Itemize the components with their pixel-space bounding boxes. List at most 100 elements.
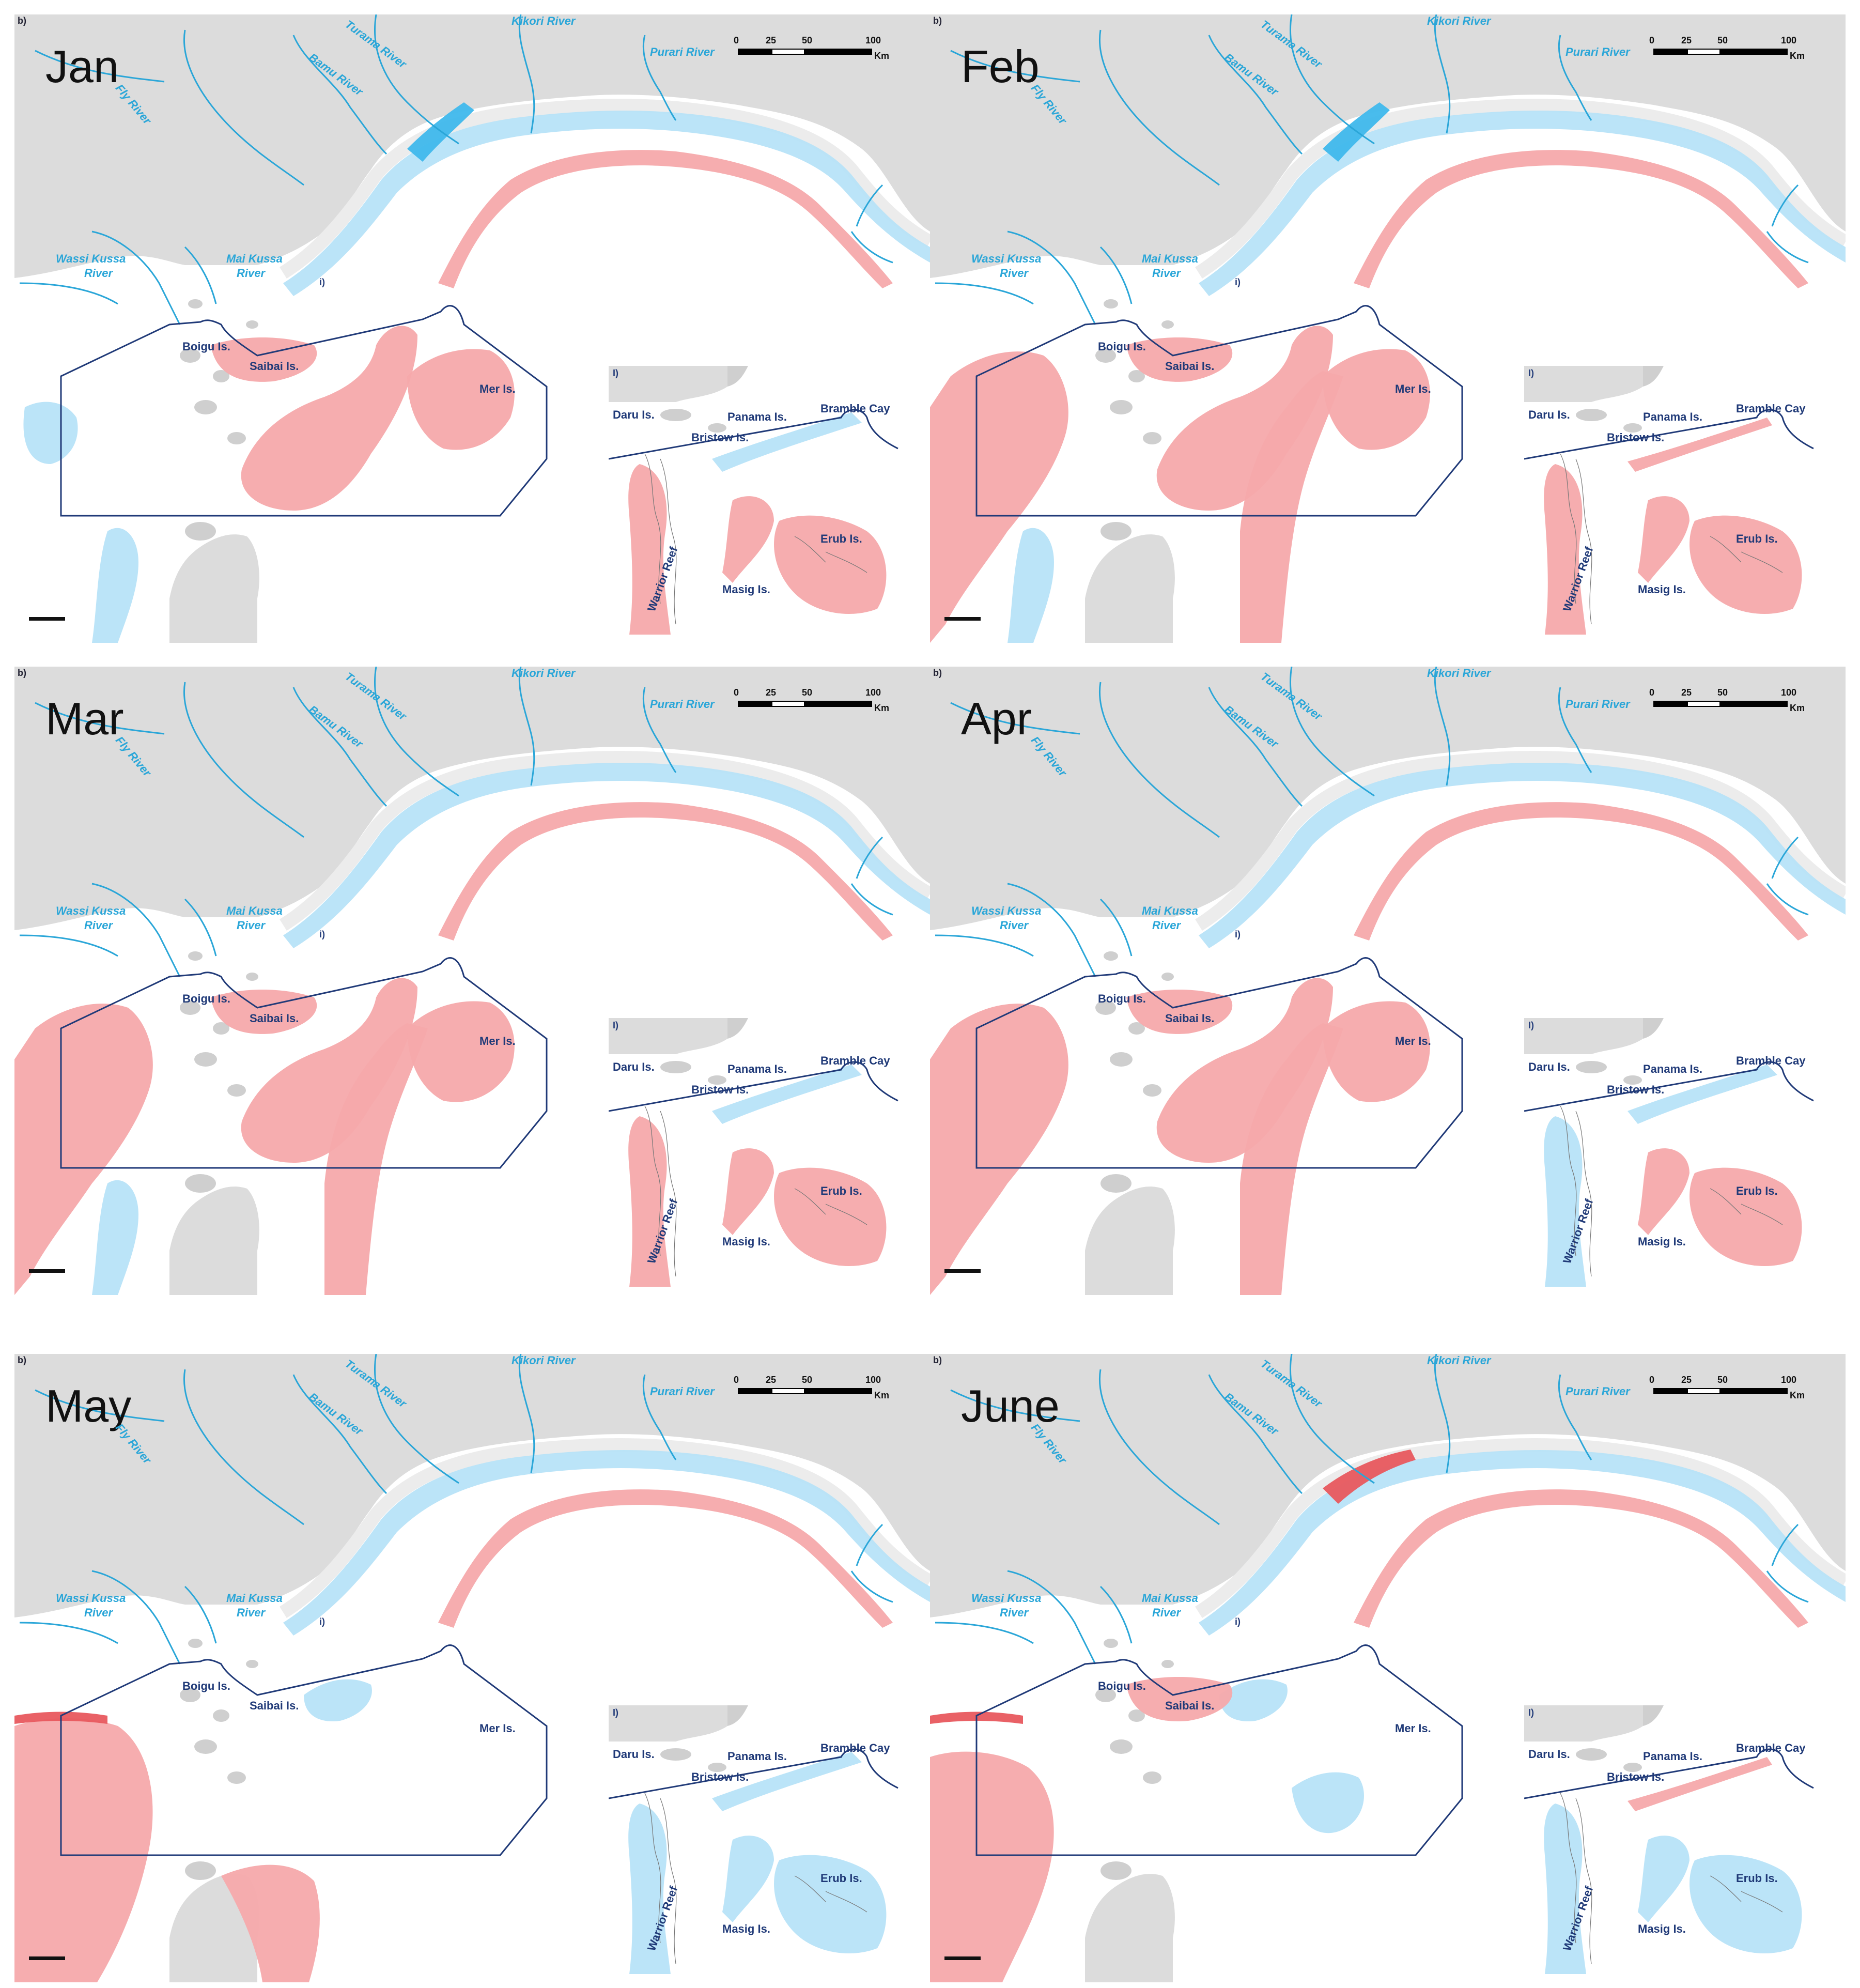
inset-label-masig: Masig Is.	[722, 583, 770, 596]
inset-label-erub: Erub Is.	[820, 1184, 862, 1197]
cape-york	[169, 534, 259, 643]
inset-map: I) Daru Is. Panama Is. Bramble Cay Brist…	[609, 1705, 903, 1974]
islands-group	[180, 951, 258, 1193]
anomaly-coastNeg	[1199, 110, 1846, 296]
river-label-mai-1: Mai Kussa	[1142, 252, 1198, 265]
inset-label-bristow: Bristow Is.	[1607, 431, 1665, 444]
island-label-mer: Mer Is.	[1395, 382, 1431, 395]
scale-tick-50: 50	[802, 687, 813, 698]
inset-boundary	[1524, 409, 1814, 460]
island-label-saibai: Saibai Is.	[250, 1699, 299, 1712]
anomaly-reefPos	[1323, 349, 1430, 450]
scale-unit: Km	[874, 1390, 890, 1400]
inset-anomaly-reefPos	[628, 1116, 671, 1287]
map-canvas	[14, 667, 930, 1295]
inset-anomaly-layer	[628, 1065, 887, 1287]
inset-anomaly-reefNeg	[1544, 1116, 1586, 1287]
inset-anomaly-eastPos	[1690, 515, 1802, 614]
river-label-wassi-2: River	[84, 1606, 113, 1619]
anomaly-centralPos	[241, 978, 417, 1163]
scale-segment-2	[1687, 701, 1721, 707]
anomaly-stripPos	[1240, 1023, 1343, 1295]
inset-anomaly-reefNeg	[628, 1804, 671, 1974]
inset-boundary	[609, 409, 898, 460]
inset-label-erub: Erub Is.	[820, 1872, 862, 1885]
scale-unit: Km	[1790, 1390, 1805, 1400]
anomaly-southNeg	[92, 528, 138, 643]
river-label-mai-2: River	[237, 1606, 266, 1619]
anomaly-layer	[23, 102, 930, 643]
islands-group	[1095, 951, 1174, 1193]
cape-york	[169, 1186, 259, 1295]
inset-label-i: I)	[613, 1020, 618, 1030]
scale-bar: 0 25 50 100 Km	[1649, 687, 1815, 718]
inset-label-bramble: Bramble Cay	[1736, 402, 1806, 415]
inset-land	[1524, 1705, 1643, 1742]
scale-tick-25: 25	[766, 687, 777, 698]
inset-anomaly-stripPos	[722, 1148, 774, 1235]
anomaly-coastNeg	[283, 110, 930, 296]
inset-anomaly-stripPos	[1638, 1148, 1690, 1235]
scale-segment-3	[805, 49, 872, 55]
protected-zone-boundary	[975, 957, 1463, 1169]
inset-label-panama: Panama Is.	[727, 1062, 787, 1075]
inset-anomaly-stripPos	[722, 496, 774, 583]
scale-bar: 0 25 50 100 Km	[734, 687, 899, 718]
scale-tick-0: 0	[734, 687, 739, 698]
anomaly-westNeg	[23, 402, 78, 464]
inset-anomaly-stripNeg	[722, 1836, 774, 1922]
scale-segment-3	[805, 701, 872, 707]
inset-anomaly-reefNeg	[1544, 1804, 1586, 1974]
scale-tick-25: 25	[1681, 1375, 1692, 1385]
river-label-kikori: Kikori River	[1427, 1354, 1491, 1367]
scale-segment-1	[738, 49, 771, 55]
inset-map: I) Daru Is. Panama Is. Bramble Cay Brist…	[1524, 1705, 1819, 1974]
coast-shelf	[280, 1438, 930, 1619]
inset-label-bristow: Bristow Is.	[691, 1083, 749, 1096]
scale-tick-25: 25	[766, 1375, 777, 1385]
inset-anomaly-bandNeg	[1628, 1065, 1777, 1124]
inset-location-marker: i)	[319, 929, 325, 939]
inset-label-daru: Daru Is.	[613, 1748, 655, 1761]
inset-location-marker: i)	[1235, 1616, 1241, 1627]
river-label-purari: Purari River	[1566, 45, 1630, 58]
mainland	[14, 1354, 930, 1617]
scale-segment-2	[1687, 1388, 1721, 1394]
river-label-wassi-1: Wassi Kussa	[56, 1592, 126, 1605]
inset-anomaly-eastPos	[1690, 1167, 1802, 1266]
river-network	[935, 14, 1809, 325]
inset-label-i: I)	[1528, 1020, 1534, 1030]
mainland	[930, 1354, 1846, 1617]
month-label: Apr	[961, 693, 1032, 744]
scale-segment-3	[1721, 49, 1788, 55]
inset-boundary	[609, 1061, 898, 1112]
scale-unit: Km	[1790, 51, 1805, 61]
inset-label-bramble: Bramble Cay	[820, 1742, 890, 1754]
anomaly-coastPos	[1354, 150, 1808, 288]
anomaly-centralPos	[1156, 978, 1333, 1163]
protected-zone-boundary	[60, 957, 548, 1169]
inset-label-bramble: Bramble Cay	[820, 1054, 890, 1067]
scale-segment-2	[1687, 49, 1721, 55]
anomaly-reefPos	[1323, 1001, 1430, 1102]
river-label-wassi-2: River	[1000, 267, 1029, 280]
month-label: Mar	[45, 693, 124, 744]
island-label-mer: Mer Is.	[1395, 1722, 1431, 1735]
map-panel-feb: b) Feb Turama River Kikori River Bamu Ri…	[930, 14, 1846, 643]
scale-tick-50: 50	[1717, 1375, 1728, 1385]
anomaly-reefNeg	[304, 1679, 372, 1721]
river-label-kikori: Kikori River	[1427, 667, 1491, 680]
scale-tick-50: 50	[1717, 687, 1728, 698]
island-label-boigu: Boigu Is.	[182, 992, 230, 1005]
anomaly-southNeg	[92, 1180, 138, 1295]
island-label-boigu: Boigu Is.	[182, 340, 230, 353]
anomaly-centralPos	[1156, 326, 1333, 511]
anomaly-coastPos	[1354, 802, 1808, 941]
map-panel-apr: b) Apr Turama River Kikori River Bamu Ri…	[930, 667, 1846, 1295]
inset-canvas	[1524, 1018, 1814, 1287]
scale-segment-2	[771, 49, 805, 55]
anomaly-estuaryPos	[1323, 1450, 1416, 1504]
map-panel-jun: b) June Turama River Kikori River Bamu R…	[930, 1354, 1846, 1982]
inset-label-panama: Panama Is.	[1643, 1750, 1702, 1763]
